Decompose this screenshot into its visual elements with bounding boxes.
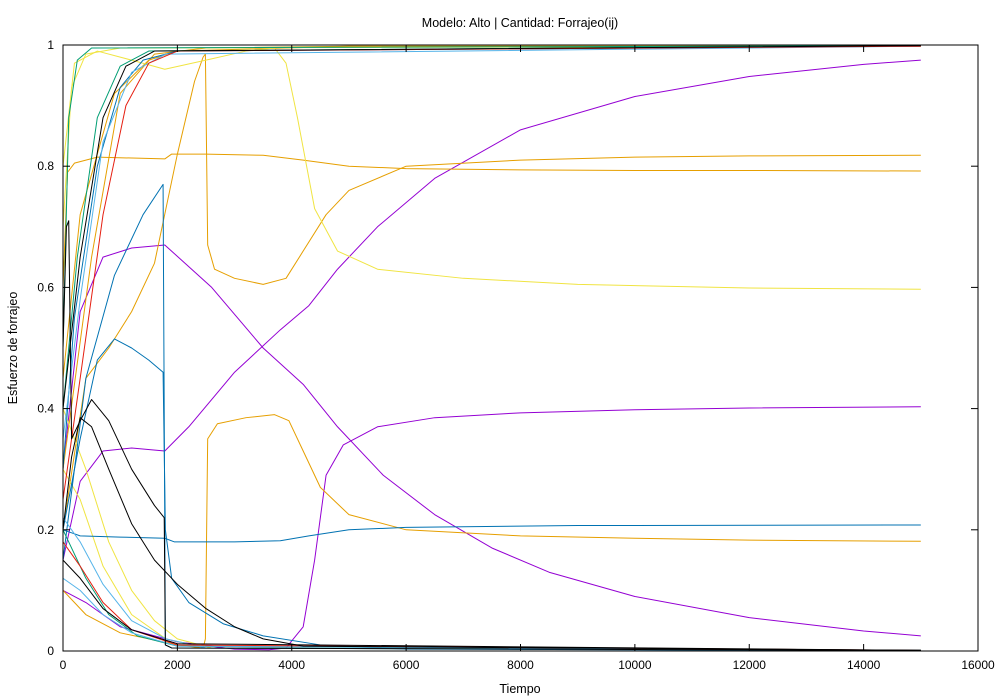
series-line-5 — [63, 53, 921, 530]
x-tick-label: 0 — [60, 658, 67, 672]
series-line-25 — [63, 220, 921, 651]
chart-title: Modelo: Alto | Cantidad: Forrajeo(ij) — [422, 16, 618, 30]
y-tick-label: 0 — [47, 644, 54, 658]
series-line-21 — [63, 517, 921, 651]
x-tick-label: 6000 — [393, 658, 420, 672]
series-layer — [63, 45, 921, 651]
y-tick-label: 0.6 — [37, 280, 54, 294]
x-axis-label: Tiempo — [499, 682, 540, 696]
y-axis-label: Esfuerzo de forrajeo — [6, 292, 20, 405]
series-line-26 — [63, 417, 921, 651]
series-line-12 — [63, 468, 921, 651]
y-tick-label: 0.2 — [37, 523, 54, 537]
x-tick-label: 14000 — [847, 658, 881, 672]
series-line-4 — [63, 153, 921, 288]
series-line-14 — [63, 524, 921, 543]
y-tick-label: 0.8 — [37, 159, 54, 173]
series-line-16 — [63, 45, 921, 470]
x-tick-label: 8000 — [507, 658, 534, 672]
series-line-2 — [63, 59, 921, 561]
series-line-3 — [63, 406, 921, 651]
series-line-11 — [63, 408, 921, 651]
series-line-27 — [63, 45, 921, 409]
series-line-18 — [63, 45, 921, 409]
series-line-20 — [63, 45, 921, 439]
series-line-1 — [63, 244, 921, 637]
axes-ticks: 0 2000 4000 6000 8000 10000 12000 14000 16000 0 0.… — [37, 38, 995, 672]
x-tick-label: 2000 — [164, 658, 191, 672]
series-line-23 — [63, 45, 921, 500]
series-line-7 — [63, 45, 921, 470]
series-line-17 — [63, 45, 921, 349]
y-tick-label: 1 — [47, 38, 54, 52]
series-line-15 — [63, 183, 921, 651]
series-line-9 — [63, 47, 921, 290]
x-tick-label: 10000 — [618, 658, 652, 672]
series-line-13 — [63, 338, 921, 651]
x-tick-label: 16000 — [961, 658, 995, 672]
series-line-28 — [63, 559, 921, 651]
y-tick-label: 0.4 — [37, 402, 54, 416]
series-line-6 — [63, 414, 921, 649]
x-tick-label: 12000 — [733, 658, 767, 672]
series-line-22 — [63, 577, 921, 651]
x-tick-label: 4000 — [278, 658, 305, 672]
series-line-10 — [63, 45, 921, 227]
series-line-8 — [63, 45, 921, 379]
